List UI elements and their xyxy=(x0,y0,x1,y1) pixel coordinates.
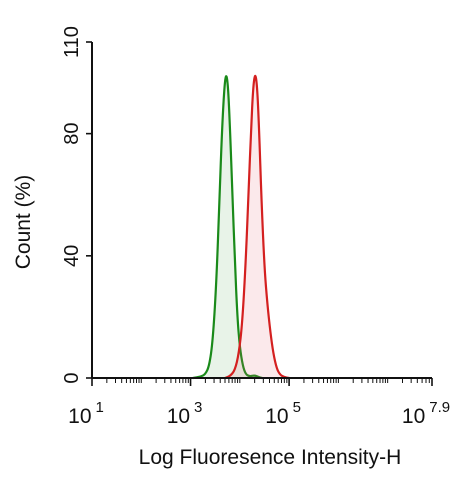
x-tick-exponent: 5 xyxy=(293,399,301,416)
axis-layer xyxy=(86,41,433,386)
y-tick-label: 110 xyxy=(61,26,83,58)
x-tick-label: 10 1 xyxy=(68,399,104,428)
y-axis-title: Count (%) xyxy=(12,175,35,270)
y-tick-label: 80 xyxy=(61,123,83,145)
series-layer xyxy=(191,74,291,380)
series-1-area xyxy=(193,76,262,378)
x-tick-exponent: 7.9 xyxy=(429,399,450,416)
x-tick-label: 10 5 xyxy=(265,399,301,428)
series-2-area xyxy=(225,75,290,378)
x-tick-label: 10 7.9 xyxy=(402,399,450,428)
x-tick-base: 10 xyxy=(167,405,190,428)
y-tick-label: 40 xyxy=(61,245,83,267)
series-1-line xyxy=(191,75,264,380)
x-tick-base: 10 xyxy=(402,405,425,428)
x-tick-exponent: 1 xyxy=(96,399,104,416)
x-tick-label: 10 3 xyxy=(167,399,203,428)
x-tick-exponent: 3 xyxy=(194,399,202,416)
y-tick-label: 0 xyxy=(61,372,83,383)
x-tick-base: 10 xyxy=(68,405,91,428)
x-tick-base: 10 xyxy=(265,405,288,428)
x-axis-title: Log Fluoresence Intensity-H xyxy=(139,446,402,469)
series-2-line xyxy=(223,74,291,380)
